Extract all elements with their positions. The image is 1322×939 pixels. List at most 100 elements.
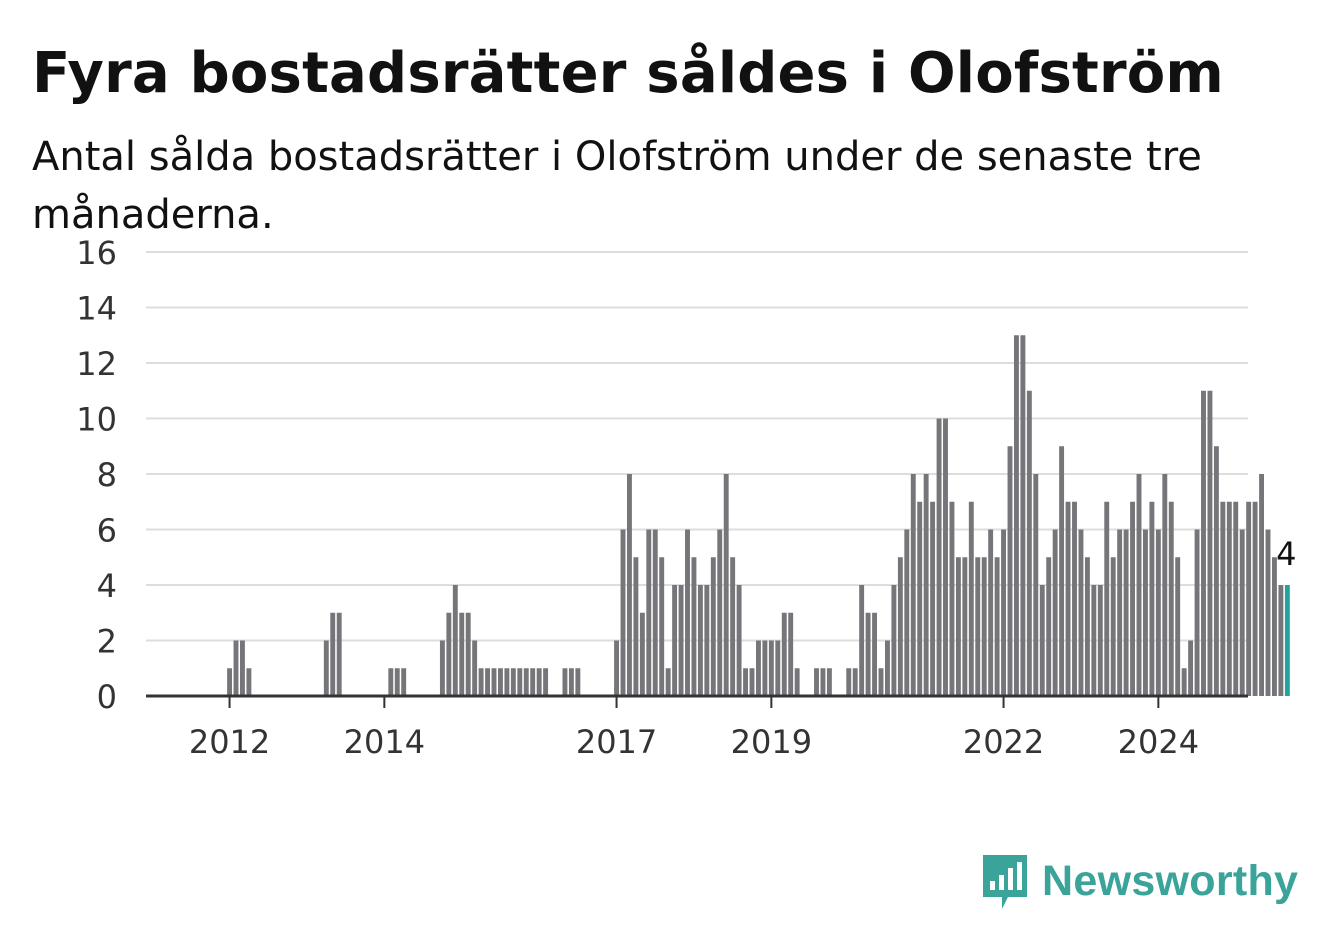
bar bbox=[788, 612, 794, 696]
y-tick-label: 4 bbox=[97, 567, 117, 605]
bar bbox=[697, 585, 703, 696]
y-tick-label: 16 bbox=[76, 234, 117, 272]
bar bbox=[543, 668, 549, 696]
bar bbox=[710, 557, 716, 696]
bar bbox=[826, 668, 832, 696]
bar bbox=[975, 557, 981, 696]
bar bbox=[1091, 585, 1097, 696]
bar bbox=[472, 640, 478, 696]
x-tick-label: 2014 bbox=[344, 723, 425, 761]
bar bbox=[1149, 501, 1155, 696]
bar bbox=[323, 640, 329, 696]
grid-lines bbox=[146, 251, 1248, 642]
bar bbox=[1020, 335, 1026, 696]
bar bbox=[917, 501, 923, 696]
y-tick-label: 10 bbox=[76, 401, 117, 439]
bar bbox=[968, 501, 974, 696]
bar bbox=[1143, 529, 1148, 696]
y-tick-label: 6 bbox=[97, 512, 117, 550]
bar bbox=[859, 585, 865, 696]
y-axis-ticks: 0 2 4 6 8 10 12 14 16 bbox=[76, 234, 117, 716]
bar bbox=[717, 529, 723, 696]
bar bbox=[1259, 474, 1264, 696]
bar bbox=[246, 668, 252, 696]
bar bbox=[1168, 501, 1174, 696]
bar bbox=[762, 640, 768, 696]
bar bbox=[1246, 501, 1252, 696]
bar bbox=[439, 640, 445, 696]
bar-chart: 0 2 4 6 8 10 12 14 16 2012 2014 2017 2019 2022 2024 4 bbox=[76, 234, 1296, 761]
bar bbox=[394, 668, 400, 696]
bar bbox=[1078, 529, 1084, 696]
bar bbox=[633, 557, 639, 696]
bar bbox=[646, 529, 652, 696]
bar bbox=[1084, 557, 1090, 696]
bar bbox=[1104, 501, 1110, 696]
bar bbox=[820, 668, 826, 696]
bar bbox=[981, 557, 987, 696]
bar bbox=[678, 585, 684, 696]
bar bbox=[1201, 390, 1206, 696]
bar bbox=[1072, 501, 1077, 696]
bar bbox=[955, 557, 961, 696]
bar bbox=[794, 668, 800, 696]
bar bbox=[1239, 529, 1245, 696]
bar bbox=[672, 585, 678, 696]
bar bbox=[1252, 501, 1258, 696]
x-tick-label: 2012 bbox=[189, 723, 270, 761]
bar bbox=[536, 668, 542, 696]
bar bbox=[1097, 585, 1103, 696]
bar bbox=[530, 668, 536, 696]
bar bbox=[878, 668, 884, 696]
bar bbox=[498, 668, 503, 696]
bar bbox=[465, 612, 471, 696]
x-tick-label: 2019 bbox=[731, 723, 812, 761]
bar bbox=[388, 668, 394, 696]
bar bbox=[962, 557, 968, 696]
y-tick-label: 0 bbox=[97, 678, 117, 716]
bar bbox=[562, 668, 568, 696]
bar bbox=[994, 557, 1000, 696]
bar bbox=[620, 529, 626, 696]
bar bbox=[1110, 557, 1116, 696]
bar bbox=[891, 585, 897, 696]
bar bbox=[910, 474, 916, 696]
newsworthy-logo-icon bbox=[983, 855, 1027, 909]
bar bbox=[330, 612, 336, 696]
bar bbox=[659, 557, 665, 696]
bar bbox=[510, 668, 516, 696]
bar bbox=[665, 668, 671, 696]
logo-text: Newsworthy bbox=[1042, 856, 1299, 905]
bar bbox=[1046, 557, 1052, 696]
bar bbox=[846, 668, 852, 696]
bar bbox=[1136, 474, 1142, 696]
last-value-label: 4 bbox=[1276, 535, 1296, 573]
bar bbox=[949, 501, 955, 696]
bar bbox=[478, 668, 484, 696]
bar bbox=[568, 668, 574, 696]
bar bbox=[1014, 335, 1019, 696]
bar bbox=[781, 612, 787, 696]
bar bbox=[936, 418, 942, 696]
bar bbox=[865, 612, 871, 696]
bar bbox=[1059, 446, 1065, 696]
bar bbox=[452, 585, 458, 696]
chart-subtitle: Antal sålda bostadsrätter i Olofström un… bbox=[32, 134, 1202, 238]
bar bbox=[814, 668, 819, 696]
bar bbox=[1194, 529, 1200, 696]
bar bbox=[988, 529, 994, 696]
bar bbox=[685, 529, 690, 696]
bar bbox=[1162, 474, 1168, 696]
bar bbox=[691, 557, 697, 696]
newsworthy-logo: Newsworthy bbox=[980, 849, 1298, 913]
bar bbox=[517, 668, 523, 696]
bar bbox=[485, 668, 490, 696]
bar bbox=[756, 640, 761, 696]
bar bbox=[1220, 501, 1226, 696]
bar bbox=[1001, 529, 1006, 696]
bar bbox=[1155, 529, 1161, 696]
bar bbox=[930, 501, 936, 696]
bar bbox=[1272, 557, 1277, 696]
x-axis-ticks: 2012 2014 2017 2019 2022 2024 bbox=[189, 696, 1199, 761]
bar bbox=[1007, 446, 1013, 696]
